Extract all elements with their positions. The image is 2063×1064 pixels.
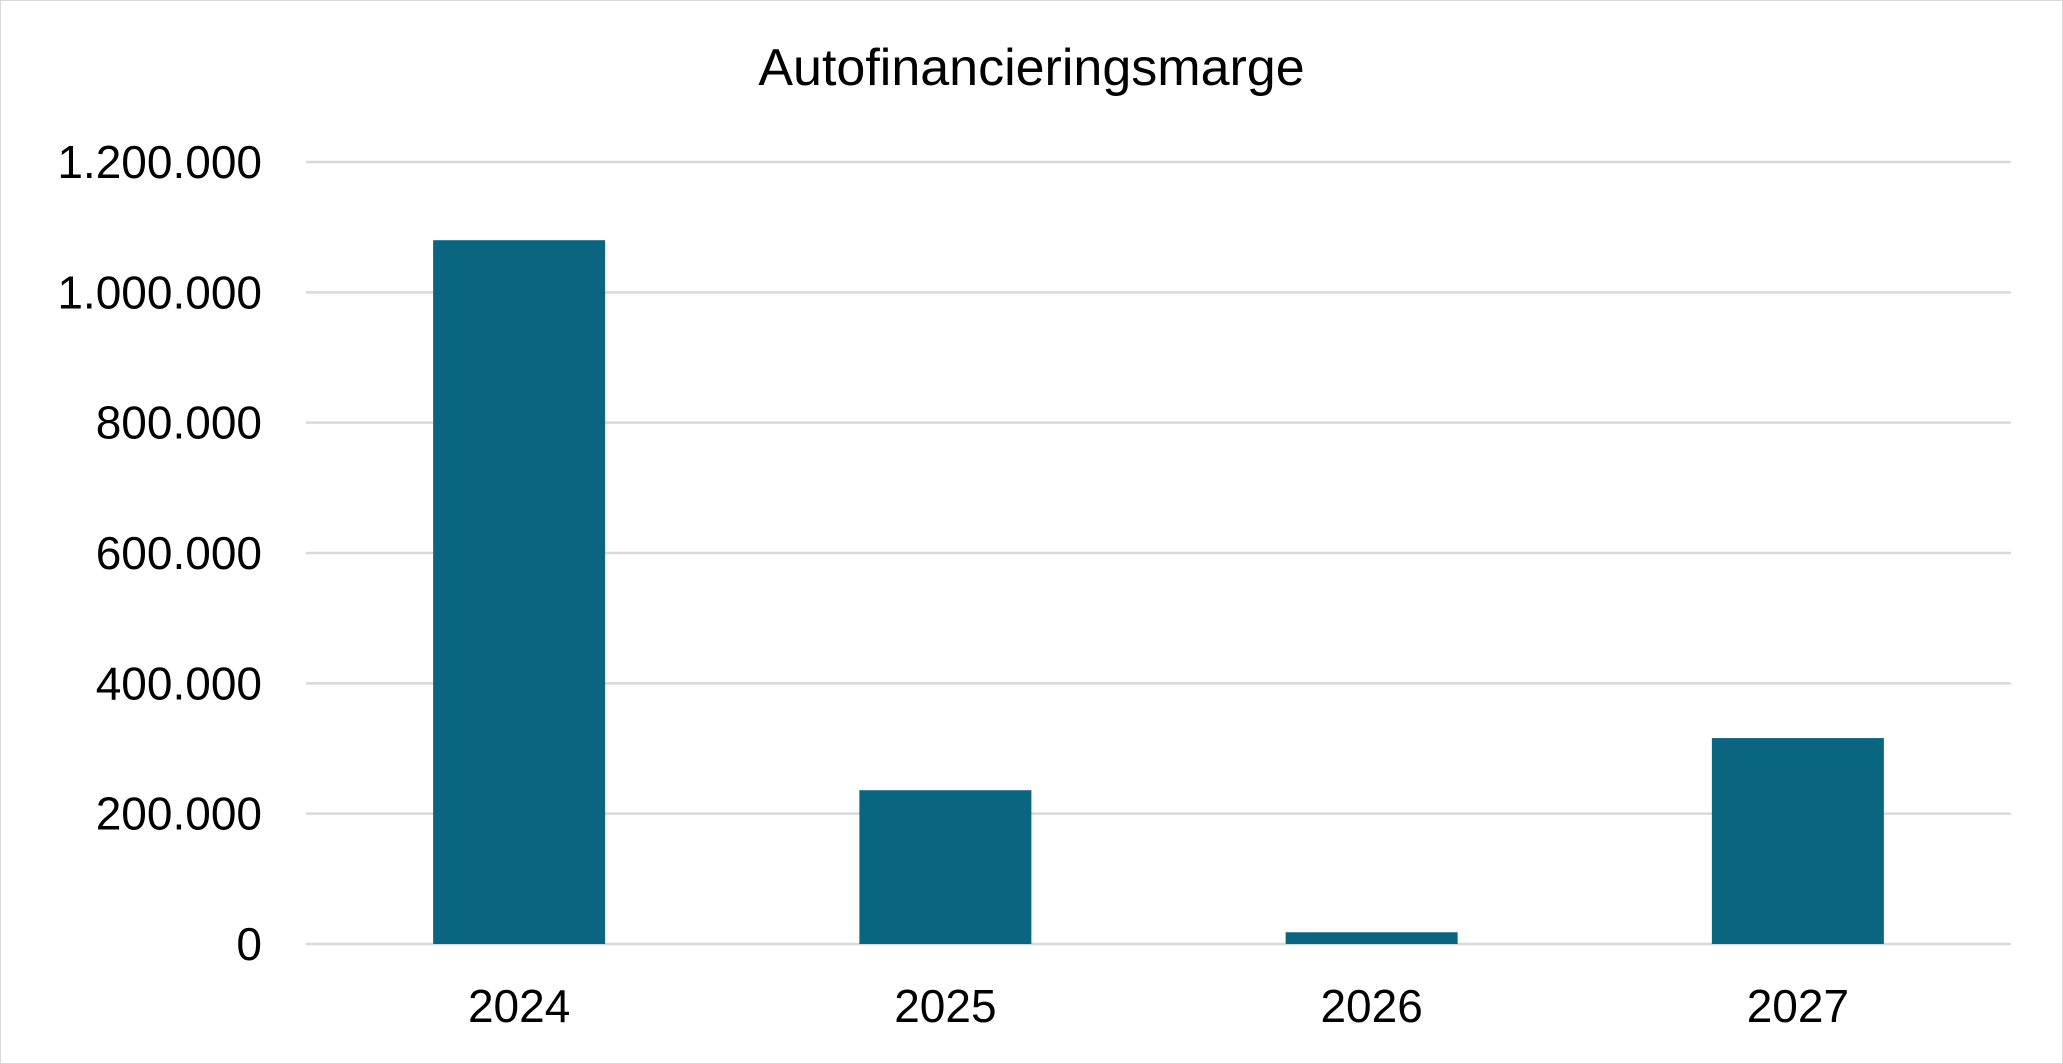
y-tick-label: 800.000 [96,397,262,449]
bar-2024 [433,240,606,944]
y-tick-label: 600.000 [96,527,262,579]
y-tick-label: 1.200.000 [57,136,262,188]
bar-2025 [859,790,1032,944]
y-tick-label: 1.000.000 [57,266,262,318]
y-axis-tick-labels: 0 200.000 400.000 600.000 800.000 1.000.000 1.… [57,136,262,970]
x-tick-label: 2026 [1320,980,1422,1032]
x-axis-tick-labels: 2024 2025 2026 2027 [468,980,1849,1032]
bar-2026 [1285,932,1458,944]
y-tick-label: 400.000 [96,657,262,709]
bars [433,240,1884,944]
y-tick-label: 200.000 [96,788,262,840]
x-tick-label: 2027 [1747,980,1849,1032]
x-tick-label: 2024 [468,980,570,1032]
bar-2027 [1711,738,1884,944]
chart-title: Autofinancieringsmarge [758,39,1305,97]
y-tick-label: 0 [236,918,262,970]
x-tick-label: 2025 [894,980,996,1032]
